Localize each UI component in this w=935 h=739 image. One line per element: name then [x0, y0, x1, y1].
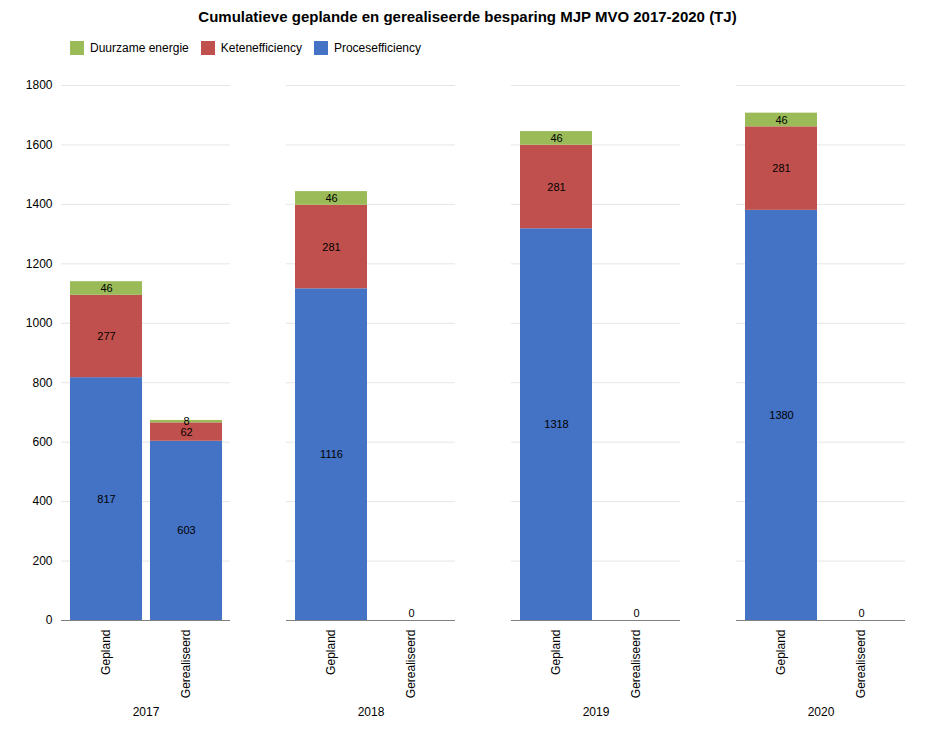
svg-text:1800: 1800: [26, 78, 53, 92]
svg-text:281: 281: [322, 241, 340, 253]
svg-text:Gepland: Gepland: [99, 630, 113, 675]
svg-text:2020: 2020: [808, 705, 835, 719]
svg-text:2017: 2017: [133, 705, 160, 719]
svg-text:1000: 1000: [26, 316, 53, 330]
svg-text:200: 200: [32, 554, 52, 568]
svg-text:Gerealiseerd: Gerealiseerd: [404, 630, 418, 699]
svg-text:Gerealiseerd: Gerealiseerd: [179, 630, 193, 699]
svg-text:2019: 2019: [583, 705, 610, 719]
svg-text:46: 46: [550, 132, 562, 144]
html-text:Duurzame energie: Duurzame energie: [90, 40, 189, 55]
svg-text:281: 281: [772, 162, 790, 174]
svg-text:800: 800: [32, 376, 52, 390]
svg-text:0: 0: [408, 607, 414, 619]
svg-text:400: 400: [32, 494, 52, 508]
svg-text:600: 600: [32, 435, 52, 449]
svg-text:46: 46: [325, 192, 337, 204]
svg-text:1380: 1380: [769, 409, 793, 421]
svg-text:2018: 2018: [358, 705, 385, 719]
svg-text:0: 0: [633, 607, 639, 619]
svg-text:817: 817: [97, 493, 115, 505]
svg-text:0: 0: [858, 607, 864, 619]
svg-text:46: 46: [100, 282, 112, 294]
svg-text:281: 281: [547, 181, 565, 193]
svg-text:1116: 1116: [320, 448, 343, 460]
html-text:Procesefficiency: Procesefficiency: [333, 40, 421, 55]
svg-text:1318: 1318: [544, 418, 568, 430]
svg-text:Gepland: Gepland: [774, 630, 788, 675]
svg-text:0: 0: [46, 613, 53, 627]
svg-text:1400: 1400: [26, 197, 53, 211]
svg-text:62: 62: [180, 426, 192, 438]
svg-text:277: 277: [97, 330, 115, 342]
svg-text:46: 46: [775, 113, 787, 125]
html-text:Ketenefficiency: Ketenefficiency: [220, 40, 302, 55]
svg-text:603: 603: [177, 524, 195, 536]
svg-text:1600: 1600: [26, 138, 53, 152]
html-text:Cumulatieve geplande en gereal: Cumulatieve geplande en gerealiseerde be…: [198, 8, 737, 25]
svg-text:8: 8: [183, 415, 189, 427]
svg-text:Gepland: Gepland: [549, 630, 563, 675]
svg-text:1200: 1200: [26, 257, 53, 271]
svg-text:Gerealiseerd: Gerealiseerd: [854, 630, 868, 699]
svg-text:Gerealiseerd: Gerealiseerd: [629, 630, 643, 699]
svg-text:Gepland: Gepland: [324, 630, 338, 675]
